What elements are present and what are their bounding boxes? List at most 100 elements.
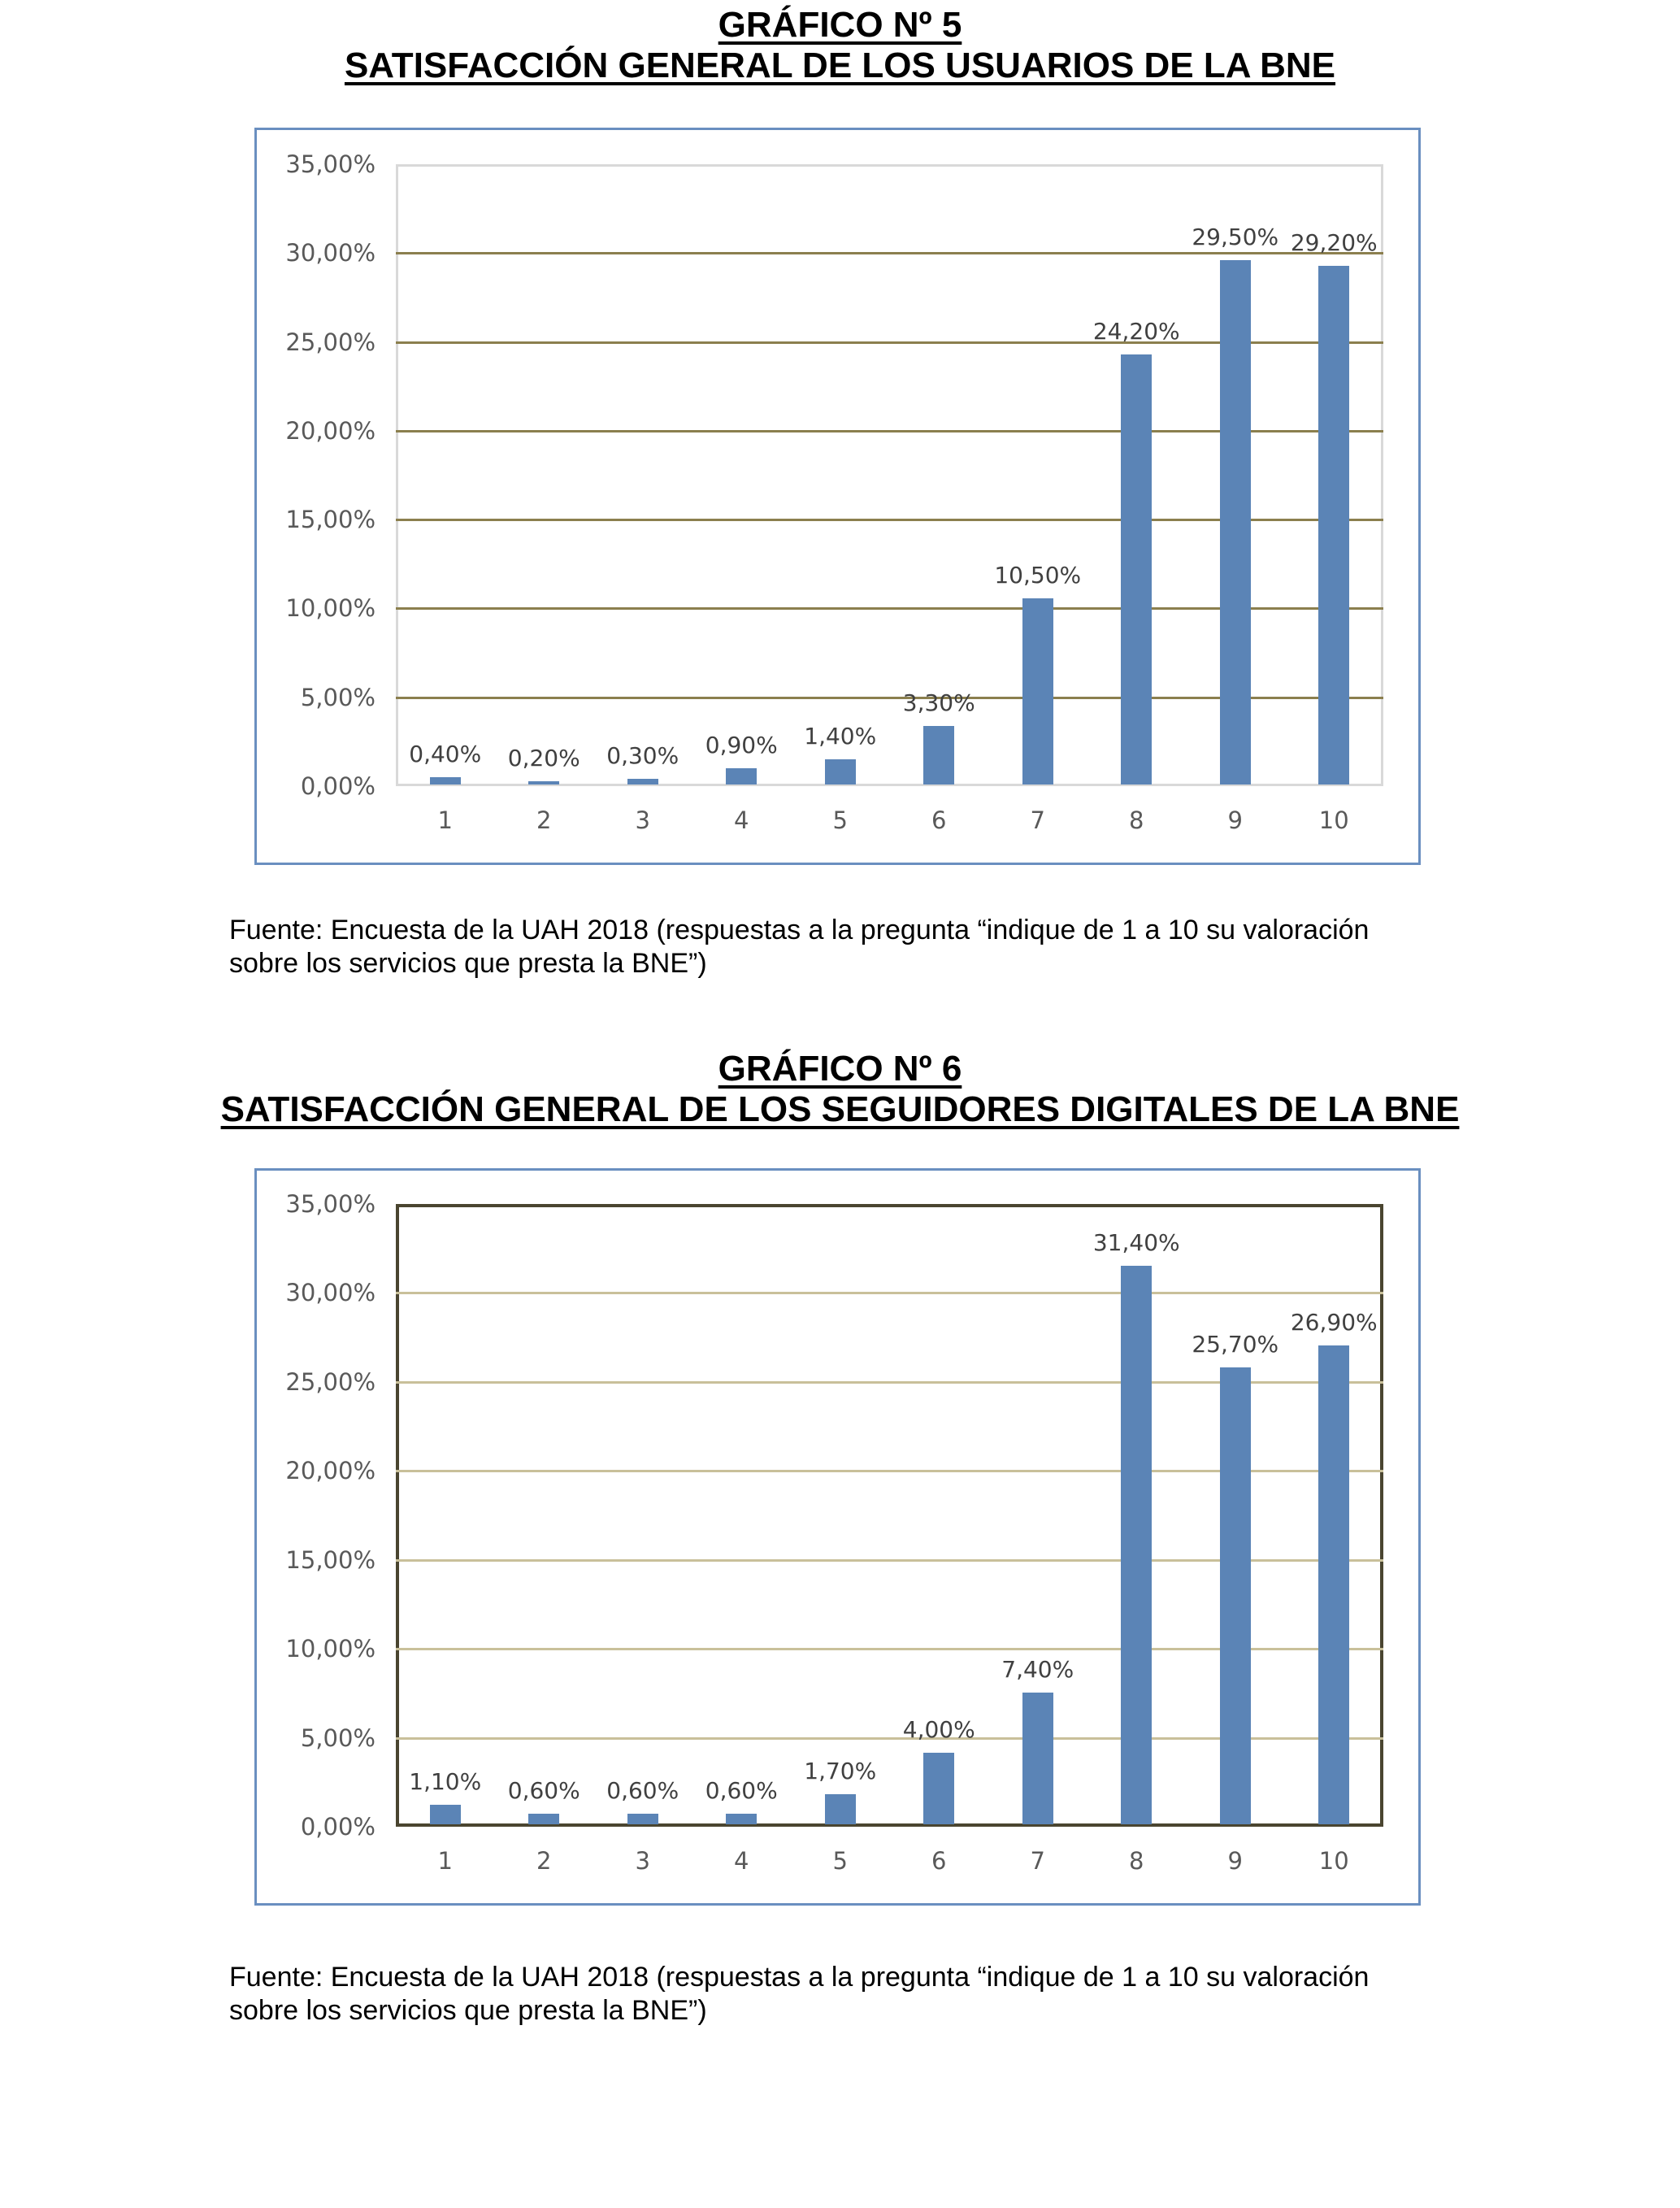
bar: [1318, 265, 1350, 785]
bar: [627, 1813, 658, 1824]
gridline: [396, 1648, 1383, 1651]
y-axis-tick-label: 10,00%: [285, 1635, 376, 1663]
chart5-source-line1: Fuente: Encuesta de la UAH 2018 (respues…: [229, 915, 1370, 945]
chart6-heading: GRÁFICO Nº 6: [0, 1049, 1680, 1089]
x-axis-tick-label: 9: [1227, 806, 1243, 834]
y-axis-tick-label: 10,00%: [285, 594, 376, 623]
bar-value-label: 1,10%: [409, 1767, 482, 1795]
bar: [528, 1813, 560, 1824]
bar: [1022, 1693, 1053, 1824]
x-axis-tick-label: 6: [931, 806, 947, 834]
chart5-source-line2: sobre los servicios que presta la BNE”): [229, 948, 707, 979]
bar: [429, 1804, 461, 1824]
x-axis-tick-label: 7: [1030, 1847, 1045, 1875]
bar: [726, 768, 758, 785]
x-axis-tick-label: 5: [832, 806, 848, 834]
bar: [824, 759, 856, 785]
gridline: [396, 1470, 1383, 1473]
x-axis-tick-label: 7: [1030, 806, 1045, 834]
y-axis-tick-label: 5,00%: [300, 1723, 376, 1752]
chart6-source: Fuente: Encuesta de la UAH 2018 (respues…: [229, 1961, 1497, 2028]
bar-value-label: 24,20%: [1092, 318, 1180, 346]
y-axis-tick-label: 35,00%: [285, 1190, 376, 1218]
bar: [1121, 1265, 1153, 1824]
chart6-heading-text: GRÁFICO Nº 6: [718, 1049, 962, 1089]
bar: [1219, 260, 1251, 785]
y-axis-tick-label: 20,00%: [285, 416, 376, 445]
gridline: [396, 252, 1383, 255]
chart6-source-line2: sobre los servicios que presta la BNE”): [229, 1995, 707, 2026]
bar-value-label: 26,90%: [1290, 1309, 1378, 1337]
bar: [627, 779, 658, 785]
bar: [923, 1753, 955, 1824]
bar-value-label: 0,60%: [606, 1776, 679, 1804]
chart6-frame: 0,00% 5,00% 10,00% 15,00% 20,00% 25,00% 30,00%…: [254, 1168, 1421, 1906]
gridline: [396, 1292, 1383, 1295]
x-axis-tick-label: 10: [1318, 1847, 1349, 1875]
chart5-frame: 0,00% 5,00% 10,00% 15,00% 20,00% 25,00% 30,00%…: [254, 128, 1421, 865]
chart5-source: Fuente: Encuesta de la UAH 2018 (respues…: [229, 914, 1497, 980]
bar: [1318, 1345, 1350, 1824]
bar-value-label: 0,30%: [606, 742, 679, 770]
chart6-title: SATISFACCIÓN GENERAL DE LOS SEGUIDORES D…: [0, 1089, 1680, 1130]
bar: [824, 1793, 856, 1824]
y-axis-tick-label: 30,00%: [285, 239, 376, 267]
bar-value-label: 31,40%: [1092, 1228, 1180, 1256]
bar-value-label: 0,60%: [705, 1776, 778, 1804]
y-axis-tick-label: 25,00%: [285, 328, 376, 356]
plot-area: [396, 1204, 1383, 1827]
bar-value-label: 1,40%: [804, 723, 877, 750]
y-axis-tick-label: 0,00%: [300, 1813, 376, 1841]
x-axis-tick-label: 9: [1227, 1847, 1243, 1875]
x-axis-tick-label: 6: [931, 1847, 947, 1875]
bar-value-label: 0,60%: [507, 1776, 580, 1804]
bar-value-label: 0,90%: [705, 732, 778, 759]
x-axis-tick-label: 1: [437, 806, 453, 834]
y-axis-tick-label: 25,00%: [285, 1367, 376, 1396]
chart5-title: SATISFACCIÓN GENERAL DE LOS USUARIOS DE …: [0, 46, 1680, 86]
bar-value-label: 25,70%: [1192, 1330, 1279, 1358]
bar: [1022, 598, 1053, 785]
bar-value-label: 3,30%: [902, 689, 975, 716]
bar: [1219, 1367, 1251, 1824]
bar-value-label: 4,00%: [902, 1716, 975, 1744]
chart5-title-text: SATISFACCIÓN GENERAL DE LOS USUARIOS DE …: [344, 46, 1336, 85]
bar: [429, 777, 461, 785]
chart6-title-text: SATISFACCIÓN GENERAL DE LOS SEGUIDORES D…: [220, 1089, 1460, 1129]
gridline: [396, 696, 1383, 699]
y-axis-tick-label: 5,00%: [300, 683, 376, 711]
y-axis-tick-label: 0,00%: [300, 772, 376, 800]
chart5-heading: GRÁFICO Nº 5: [0, 5, 1680, 46]
x-axis-tick-label: 10: [1318, 806, 1349, 834]
bar: [1121, 354, 1153, 785]
x-axis-tick-label: 4: [734, 1847, 749, 1875]
y-axis-tick-label: 30,00%: [285, 1279, 376, 1307]
bar: [726, 1813, 758, 1824]
gridline: [396, 607, 1383, 611]
gridline: [396, 1558, 1383, 1562]
x-axis-tick-label: 8: [1129, 806, 1144, 834]
gridline: [396, 429, 1383, 432]
x-axis-tick-label: 8: [1129, 1847, 1144, 1875]
y-axis-tick-label: 15,00%: [285, 506, 376, 534]
gridline: [396, 341, 1383, 344]
y-axis-tick-label: 35,00%: [285, 150, 376, 178]
bar-value-label: 1,70%: [804, 1757, 877, 1784]
plot-area: [396, 164, 1383, 786]
x-axis-tick-label: 3: [635, 1847, 650, 1875]
x-axis-tick-label: 5: [832, 1847, 848, 1875]
chart6-source-line1: Fuente: Encuesta de la UAH 2018 (respues…: [229, 1962, 1370, 1993]
x-axis-tick-label: 1: [437, 1847, 453, 1875]
bar-value-label: 7,40%: [1001, 1656, 1074, 1684]
bar-value-label: 29,20%: [1290, 228, 1378, 256]
x-axis-tick-label: 2: [536, 1847, 552, 1875]
x-axis-tick-label: 3: [635, 806, 650, 834]
bar-value-label: 0,40%: [409, 741, 482, 768]
x-axis-tick-label: 4: [734, 806, 749, 834]
bar-value-label: 10,50%: [994, 561, 1082, 589]
bar-value-label: 0,20%: [507, 744, 580, 771]
chart5-heading-text: GRÁFICO Nº 5: [718, 5, 962, 45]
bar-value-label: 29,50%: [1192, 224, 1279, 251]
gridline: [396, 1736, 1383, 1740]
y-axis-tick-label: 20,00%: [285, 1457, 376, 1485]
